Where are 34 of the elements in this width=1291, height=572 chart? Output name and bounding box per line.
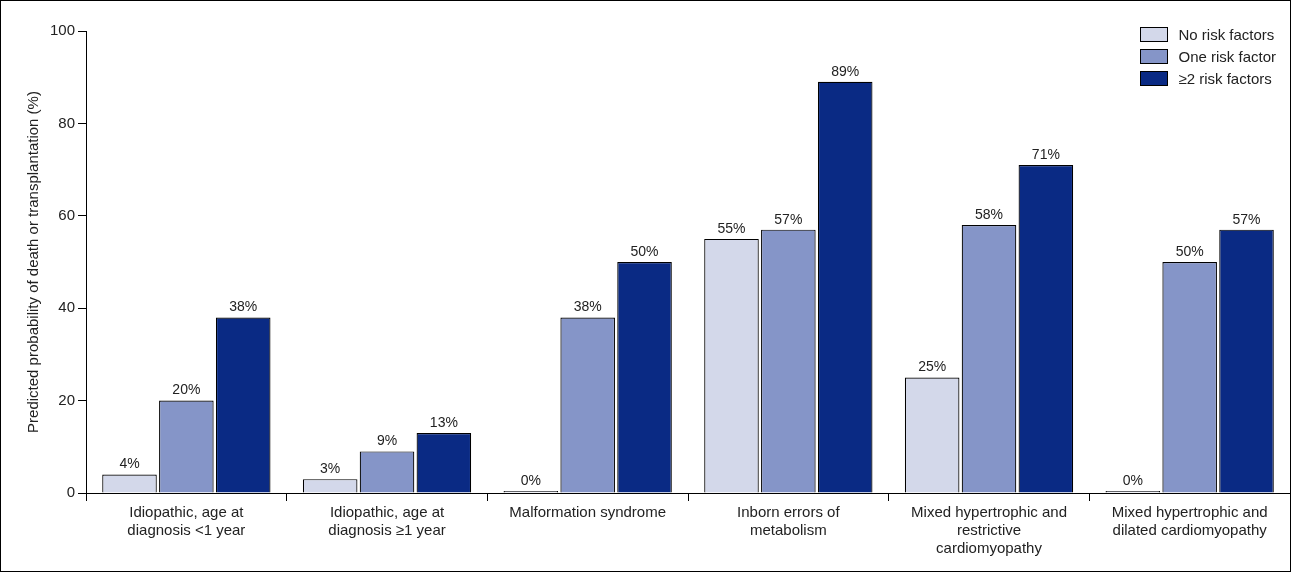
data-label: 50% [630,242,659,259]
x-tick-label: Mixed hypertrophic and restrictive cardiomyopathy [911,503,1067,557]
data-label: 50% [1175,242,1204,259]
y-tick-label: 100 [50,21,76,39]
data-label: 57% [1232,210,1261,227]
data-label: 71% [1031,145,1060,162]
y-tick-label: 60 [58,205,76,223]
x-tick-label: Malformation syndrome [509,503,667,521]
legend-label: ≥2 risk factors [1178,69,1272,87]
data-label: 3% [320,460,341,476]
data-label: 58% [974,205,1004,222]
data-label: 9% [376,432,398,449]
data-label: 89% [831,62,860,79]
x-tick-label: Idiopathic, age at diagnosis <1 year [127,503,246,539]
data-label: 25% [918,358,947,375]
data-label: 57% [774,210,803,227]
data-label: 13% [429,413,458,430]
data-label: 0% [520,471,541,488]
x-tick-label: Mixed hypertrophic and dilated cardiomyopathy [1111,503,1268,539]
y-tick-label: 0 [66,483,76,501]
data-label: 55% [717,219,746,236]
y-tick-label: 80 [58,113,76,131]
legend-label: No risk factors [1178,25,1275,43]
y-tick-label: 40 [58,298,76,316]
legend-label: One risk factor [1178,47,1276,65]
data-label: 0% [1122,471,1143,488]
y-tick-label: 20 [58,390,76,408]
data-label: 4% [119,455,140,472]
x-tick-label: Inborn errors of metabolism [737,503,841,539]
data-label: 20% [172,381,201,398]
x-tick-label: Idiopathic, age at diagnosis ≥1 year [328,503,446,539]
data-label: 38% [573,298,602,315]
y-axis-title: Predicted probability of death or transplantation (%) [24,91,42,433]
data-label: 38% [229,298,258,315]
